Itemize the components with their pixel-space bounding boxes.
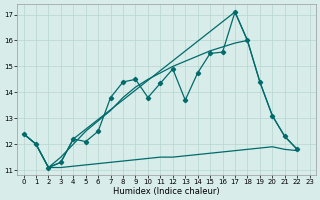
- X-axis label: Humidex (Indice chaleur): Humidex (Indice chaleur): [113, 187, 220, 196]
